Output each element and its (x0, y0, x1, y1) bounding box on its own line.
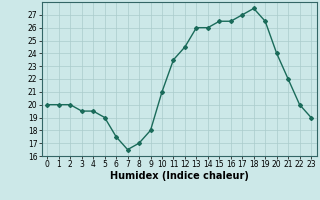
X-axis label: Humidex (Indice chaleur): Humidex (Indice chaleur) (110, 171, 249, 181)
